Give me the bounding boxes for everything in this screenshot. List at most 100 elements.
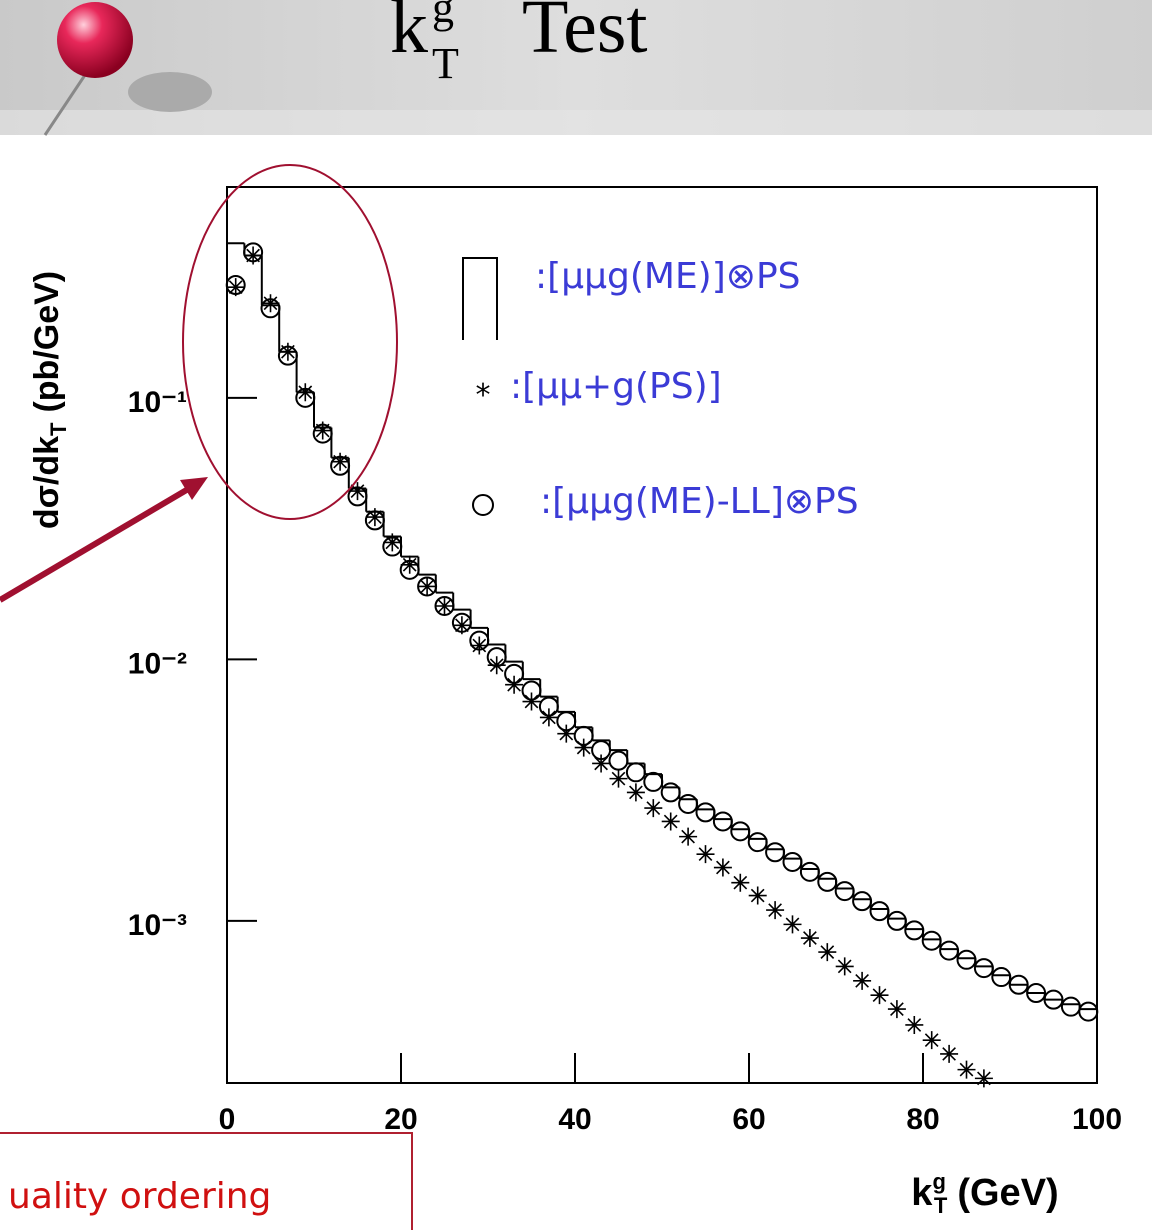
highlight-ellipse bbox=[182, 164, 398, 520]
plot: 10⁻¹ 10⁻² 10⁻³ 0 20 40 60 80 100 bbox=[128, 242, 1122, 1136]
circle-marker bbox=[260, 298, 281, 319]
callout-box bbox=[0, 1132, 413, 1230]
circle-marker bbox=[904, 920, 925, 941]
star-marker bbox=[278, 342, 297, 361]
star-marker bbox=[748, 886, 767, 905]
legend-entry: :[μμg(ME)-LL]⊗PS bbox=[540, 481, 859, 522]
arrow-shaft bbox=[0, 482, 197, 603]
star-marker bbox=[940, 1044, 959, 1063]
circle-marker bbox=[939, 940, 960, 961]
star-marker bbox=[731, 873, 750, 892]
star-marker bbox=[766, 901, 785, 920]
star-marker bbox=[905, 1015, 924, 1034]
star-marker bbox=[800, 929, 819, 948]
star-marker bbox=[870, 986, 889, 1005]
circle-marker bbox=[730, 821, 751, 842]
legend-entry: :[μμ+g(PS)] bbox=[510, 366, 722, 407]
header-fade bbox=[0, 110, 1152, 135]
star-marker bbox=[713, 858, 732, 877]
x-tick-label: 40 bbox=[558, 1103, 591, 1136]
x-label-unit: (GeV) bbox=[957, 1172, 1058, 1214]
circle-marker bbox=[1060, 996, 1081, 1017]
legend-symbol-step bbox=[462, 257, 498, 340]
y-tick-label: 10⁻² bbox=[128, 647, 187, 680]
star-marker bbox=[626, 783, 645, 802]
circle-marker bbox=[538, 696, 559, 717]
circle-marker bbox=[556, 711, 577, 732]
circle-marker bbox=[312, 423, 333, 444]
circle-marker bbox=[747, 832, 768, 853]
circle-marker bbox=[799, 861, 820, 882]
y-axis-label: dσ/dkT (pb/GeV) bbox=[28, 271, 71, 529]
circle-marker bbox=[834, 881, 855, 902]
circle-marker bbox=[504, 663, 525, 684]
star-marker bbox=[887, 1000, 906, 1019]
circle-marker bbox=[330, 455, 351, 476]
legend-symbol-star: * bbox=[476, 378, 491, 413]
circle-marker bbox=[591, 740, 612, 761]
plot-frame bbox=[226, 186, 1098, 1084]
title-sub: T bbox=[432, 39, 459, 88]
x-axis-label: kg T (GeV) bbox=[911, 1169, 1058, 1218]
star-marker bbox=[922, 1031, 941, 1050]
star-marker bbox=[452, 616, 471, 635]
circle-marker bbox=[852, 891, 873, 912]
circle-marker bbox=[695, 802, 716, 823]
circle-marker bbox=[608, 750, 629, 771]
title-base: k bbox=[390, 0, 428, 69]
star-marker bbox=[853, 971, 872, 990]
circle-marker bbox=[399, 559, 420, 580]
y-label-sub: T bbox=[46, 422, 71, 436]
star-marker bbox=[783, 915, 802, 934]
circle-marker bbox=[1008, 974, 1029, 995]
star-marker bbox=[435, 596, 454, 615]
circle-marker bbox=[295, 387, 316, 408]
circle-marker bbox=[678, 793, 699, 814]
circle-marker bbox=[973, 958, 994, 979]
x-tick-label: 100 bbox=[1072, 1103, 1122, 1136]
circle-marker bbox=[625, 762, 646, 783]
circle-marker bbox=[347, 486, 368, 507]
x-tick-label: 80 bbox=[906, 1103, 939, 1136]
star-marker bbox=[835, 957, 854, 976]
star-marker bbox=[226, 278, 245, 297]
star-marker bbox=[644, 799, 663, 818]
circle-marker bbox=[277, 345, 298, 366]
star-marker bbox=[974, 1069, 993, 1088]
title-sup: g bbox=[432, 0, 454, 32]
legend-symbol-circle bbox=[472, 494, 494, 516]
circle-marker bbox=[382, 536, 403, 557]
star-marker bbox=[539, 708, 558, 727]
star-marker bbox=[957, 1060, 976, 1079]
circle-marker bbox=[1043, 989, 1064, 1010]
y-tick-label: 10⁻³ bbox=[128, 909, 187, 942]
callout-text: uality ordering bbox=[8, 1176, 271, 1217]
x-tick-label: 0 bbox=[219, 1103, 236, 1136]
star-marker bbox=[592, 754, 611, 773]
circle-marker bbox=[364, 510, 385, 531]
star-marker bbox=[348, 482, 367, 501]
circle-marker bbox=[765, 842, 786, 863]
circle-marker bbox=[869, 901, 890, 922]
circle-marker bbox=[451, 612, 472, 633]
star-marker bbox=[244, 246, 263, 265]
star-marker bbox=[557, 724, 576, 743]
star-marker bbox=[522, 692, 541, 711]
circle-marker bbox=[921, 930, 942, 951]
circle-marker bbox=[886, 910, 907, 931]
circle-marker bbox=[643, 771, 664, 792]
x-tick-label: 60 bbox=[732, 1103, 765, 1136]
x-label-main: k bbox=[911, 1172, 933, 1214]
circle-marker bbox=[469, 630, 490, 651]
x-tick-label: 20 bbox=[384, 1103, 417, 1136]
star-marker bbox=[818, 943, 837, 962]
circle-marker bbox=[573, 725, 594, 746]
circle-marker bbox=[225, 275, 246, 296]
y-label-unit: (pb/GeV) bbox=[28, 271, 66, 413]
x-label-sup: g bbox=[932, 1169, 945, 1194]
legend-entry: :[μμg(ME)]⊗PS bbox=[535, 256, 801, 297]
circle-marker bbox=[956, 949, 977, 970]
circle-marker bbox=[991, 967, 1012, 988]
